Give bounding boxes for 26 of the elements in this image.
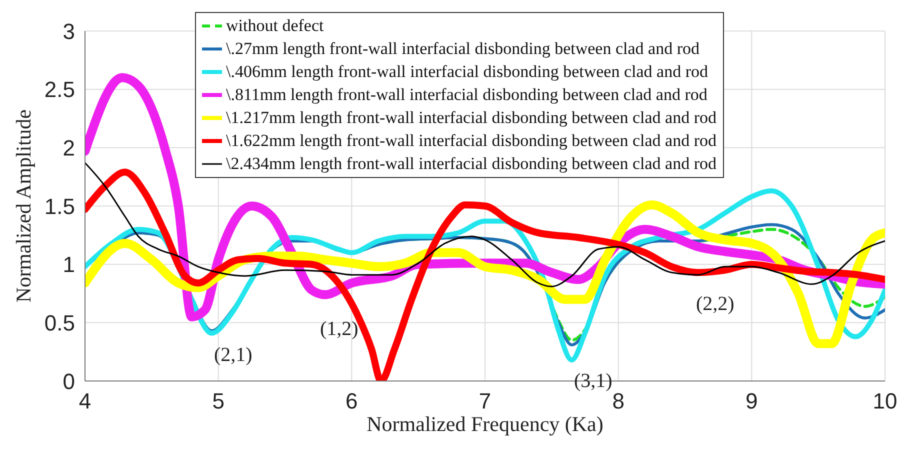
x-tick-label: 5 [212,388,224,414]
legend-label: \.406mm length front-wall interfacial disbonding between clad and rod [226,61,708,83]
y-tick-label: 2 [62,135,75,160]
annotation: (2,2) [696,293,734,316]
x-tick-label: 6 [346,388,358,414]
legend-label: \1.217mm length front-wall interfacial disbonding between clad and rod [226,107,717,129]
y-tick-label: 1 [62,252,75,278]
x-tick-label: 9 [746,388,758,414]
y-tick-label: 2.5 [44,77,75,102]
legend-label: without defect [226,15,324,37]
annotation: (1,2) [320,318,358,341]
legend-label: \.27mm length front-wall interfacial disbonding between clad and rod [226,38,700,60]
x-axis-title: Normalized Frequency (Ka) [366,412,604,437]
y-axis-title: Normalized Amplitude [12,109,36,303]
y-tick-label: 3 [62,18,75,44]
x-tick-label: 10 [872,388,898,414]
legend-label: \1.622mm length front-wall interfacial disbonding between clad and rod [226,130,717,152]
x-tick-label: 4 [78,388,92,414]
x-tick-label: 7 [478,388,492,414]
legend-label: \2.434mm length front-wall interfacial disbonding between clad and rod [226,153,717,175]
legend-label: \.811mm length front-wall interfacial disbonding between clad and rod [226,84,708,106]
x-tick-label: 8 [612,388,624,414]
annotation: (2,1) [214,344,252,367]
y-tick-label: 0.5 [44,310,75,336]
y-tick-label: 0 [62,368,75,394]
y-tick-label: 1.5 [44,194,75,219]
